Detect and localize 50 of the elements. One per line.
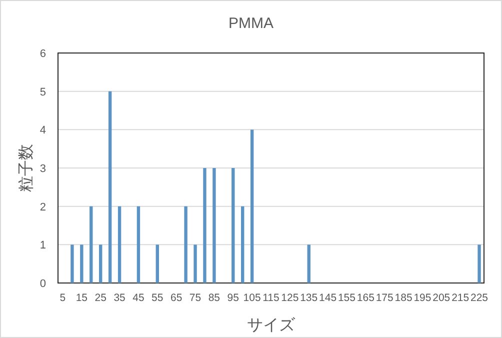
bar (212, 168, 216, 283)
bar (80, 244, 84, 283)
bar (203, 168, 206, 283)
bar (118, 206, 122, 283)
x-tick-label: 75 (189, 292, 202, 304)
x-tick-label: 15 (76, 292, 88, 304)
x-tick-label: 195 (414, 292, 432, 304)
x-tick-label: 5 (60, 292, 66, 304)
bar (90, 206, 93, 283)
y-tick-label: 3 (40, 163, 46, 175)
bar (232, 168, 235, 283)
bar (307, 244, 310, 283)
bar (99, 244, 102, 283)
y-tick-label: 2 (40, 201, 46, 214)
bar (108, 91, 112, 283)
x-tick-label: 105 (243, 292, 261, 304)
x-tick-label: 155 (338, 292, 356, 304)
x-tick-label: 115 (262, 292, 280, 304)
x-tick-label: 55 (152, 292, 164, 304)
x-tick-label: 175 (376, 292, 394, 304)
x-tick-label: 35 (114, 292, 126, 304)
x-tick-label: 65 (170, 292, 182, 304)
bar (136, 206, 140, 283)
bar (70, 244, 74, 283)
x-tick-label: 125 (281, 292, 299, 304)
y-tick-label: 1 (40, 240, 46, 252)
x-axis-title: サイズ (247, 317, 296, 334)
x-tick-label: 145 (319, 292, 337, 304)
x-tick-label: 135 (300, 292, 318, 304)
x-tick-label: 45 (132, 292, 144, 304)
bar (250, 130, 254, 283)
y-axis-title: 粒子数 (18, 144, 35, 192)
y-tick-label: 0 (40, 278, 46, 290)
x-tick-label: 185 (394, 292, 412, 304)
bar (241, 206, 244, 283)
y-tick-label: 6 (40, 48, 46, 60)
x-tick-label: 25 (94, 292, 107, 304)
bar (156, 244, 159, 283)
x-tick-label: 165 (356, 292, 375, 304)
chart-title: PMMA (228, 15, 274, 32)
bar (184, 206, 188, 283)
y-tick-label: 5 (40, 86, 46, 98)
x-tick-label: 205 (432, 292, 450, 304)
x-tick-label: 85 (208, 292, 220, 304)
y-tick-label: 4 (40, 124, 46, 137)
bar (478, 244, 481, 283)
x-tick-label: 95 (227, 292, 240, 304)
x-tick-label: 225 (470, 292, 488, 304)
bar (194, 244, 197, 283)
x-tick-label: 215 (452, 292, 470, 304)
